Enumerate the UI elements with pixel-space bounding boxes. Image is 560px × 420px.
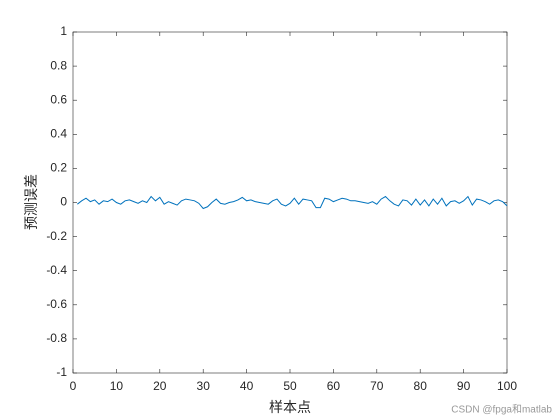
x-tick-label: 10 (110, 379, 124, 393)
y-tick-label: 0.8 (50, 58, 67, 72)
y-tick-label: 0.2 (50, 161, 67, 175)
x-tick-label: 20 (153, 379, 167, 393)
plot-box (72, 31, 508, 374)
y-tick-label: -0.8 (46, 331, 67, 345)
y-tick-label: 0.4 (50, 126, 67, 140)
x-axis-label: 样本点 (269, 400, 311, 416)
x-tick-label: 80 (414, 379, 428, 393)
x-tick-label: 70 (370, 379, 384, 393)
x-tick-label: 30 (197, 379, 211, 393)
x-tick-label: 90 (457, 379, 471, 393)
y-tick-label: -0.2 (46, 229, 67, 243)
y-tick-label: -0.4 (46, 263, 67, 277)
x-tick-label: 100 (497, 379, 517, 393)
y-tick-label: 0.6 (50, 92, 67, 106)
watermark: CSDN @fpga和matlab (451, 404, 552, 416)
y-tick-label: 0 (60, 195, 67, 209)
x-tick-label: 60 (327, 379, 341, 393)
y-tick-label: 1 (60, 24, 67, 38)
y-axis-label: 预测误差 (24, 174, 40, 230)
x-tick-label: 0 (70, 379, 77, 393)
x-tick-label: 50 (283, 379, 297, 393)
y-tick-label: -0.6 (46, 297, 67, 311)
x-tick-label: 40 (240, 379, 254, 393)
data-line (77, 195, 508, 210)
y-tick-label: -1 (56, 365, 67, 379)
